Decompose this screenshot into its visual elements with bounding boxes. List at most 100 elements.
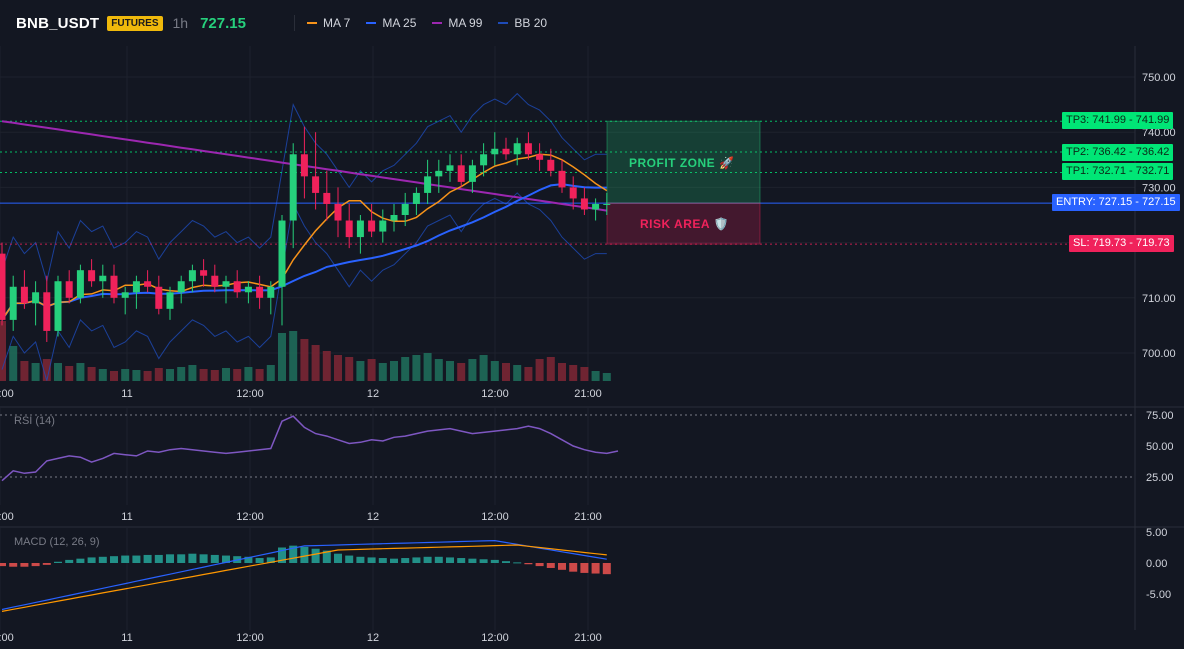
macd-histogram-bar xyxy=(289,545,298,563)
macd-histogram-bar xyxy=(143,554,152,563)
time-axis-tick: 12:00 xyxy=(236,632,264,644)
volume-bar xyxy=(132,370,141,381)
macd-histogram-bar xyxy=(591,563,600,574)
macd-histogram-bar xyxy=(65,559,74,563)
candle-body xyxy=(558,170,566,188)
macd-histogram-bar xyxy=(210,554,219,563)
candle-body xyxy=(244,286,252,293)
volume-bar xyxy=(20,361,29,381)
macd-histogram-bar xyxy=(378,558,387,563)
volume-bar xyxy=(468,359,477,381)
time-axis-tick: 12 xyxy=(367,632,379,644)
volume-bar xyxy=(322,351,331,381)
legend-ma7-label: MA 7 xyxy=(322,16,351,30)
macd-histogram-bar xyxy=(468,558,477,563)
volume-bar xyxy=(31,363,40,381)
ma25-line xyxy=(1,183,607,321)
candle-body xyxy=(424,176,432,193)
candle-body xyxy=(580,198,588,210)
macd-histogram-bar xyxy=(412,557,421,563)
macd-histogram-bar xyxy=(602,563,611,575)
price-axis-tick: 740.00 xyxy=(1142,127,1176,139)
volume-bar xyxy=(222,368,230,381)
macd-histogram-bar xyxy=(457,558,466,563)
volume-bar xyxy=(513,365,522,381)
volume-bar xyxy=(356,361,365,381)
volume-bar xyxy=(580,367,589,381)
tp3-tag: TP3: 741.99 - 741.99 xyxy=(1062,112,1174,129)
legend-bb20[interactable]: BB 20 xyxy=(498,16,547,30)
macd-histogram-bar xyxy=(42,563,51,565)
candle-body xyxy=(457,165,465,182)
volume-bar xyxy=(244,367,253,381)
macd-histogram-bar xyxy=(266,557,275,563)
time-axis-tick: 21:00 xyxy=(574,632,602,644)
volume-bar xyxy=(255,369,264,381)
candle-body xyxy=(356,220,364,238)
legend-ma99[interactable]: MA 99 xyxy=(432,16,482,30)
rsi-axis-tick: 50.00 xyxy=(1146,441,1174,453)
candle-body xyxy=(43,292,51,331)
candle-body xyxy=(54,281,62,331)
candle-body xyxy=(300,154,308,177)
rsi-line xyxy=(1,415,619,482)
indicator-legend: MA 7 MA 25 MA 99 BB 20 xyxy=(306,16,563,30)
macd-histogram-bar xyxy=(535,563,544,567)
macd-histogram-bar xyxy=(132,555,141,563)
volume-bar xyxy=(434,359,443,381)
time-axis-tick: 12 xyxy=(367,388,379,400)
tp2-tag: TP2: 736.42 - 736.42 xyxy=(1062,144,1174,161)
candle-body xyxy=(536,154,544,160)
volume-bar xyxy=(401,357,410,381)
ma7-swatch xyxy=(306,22,317,24)
macd-histogram-bar xyxy=(31,563,40,567)
volume-bar xyxy=(0,321,6,381)
volume-bar xyxy=(490,361,499,381)
rsi-axis-tick: 25.00 xyxy=(1146,472,1174,484)
macd-axis-tick: 5.00 xyxy=(1146,527,1167,539)
legend-ma7[interactable]: MA 7 xyxy=(306,16,351,30)
candle-body xyxy=(65,281,73,298)
candle-body xyxy=(76,270,84,298)
volume-bar xyxy=(143,371,152,381)
macd-axis-tick: 0.00 xyxy=(1146,558,1167,570)
volume-bar xyxy=(446,361,454,381)
legend-ma25[interactable]: MA 25 xyxy=(366,16,416,30)
volume-bar xyxy=(569,365,578,381)
interval-selector[interactable]: 1h xyxy=(172,15,189,31)
candle-body xyxy=(513,143,521,155)
price-axis-tick: 710.00 xyxy=(1142,293,1176,305)
macd-histogram-bar xyxy=(255,558,264,563)
candle-body xyxy=(379,220,387,232)
candle-body xyxy=(0,253,6,320)
macd-histogram-bar xyxy=(546,563,555,568)
ma25-swatch xyxy=(366,22,377,24)
macd-histogram-bar xyxy=(311,548,320,563)
time-axis-tick: 11 xyxy=(121,511,132,523)
macd-histogram-bar xyxy=(513,562,522,564)
candle-body xyxy=(99,275,107,282)
macd-histogram-bar xyxy=(199,554,208,563)
volume-bar xyxy=(591,371,600,381)
macd-histogram-bar xyxy=(423,556,432,563)
candle-body xyxy=(491,148,499,155)
candle-body xyxy=(345,220,353,238)
macd-histogram-bar xyxy=(278,547,286,563)
volume-bar xyxy=(535,359,544,381)
candle-body xyxy=(401,203,409,215)
macd-histogram-bar xyxy=(177,554,186,563)
time-axis-tick: 21:00 xyxy=(574,388,602,400)
risk-area xyxy=(606,202,761,245)
candle-body xyxy=(547,159,555,171)
candle-body xyxy=(233,281,241,293)
time-axis-tick: 21:00 xyxy=(574,511,602,523)
volume-bar xyxy=(76,363,85,381)
macd-histogram-bar xyxy=(401,558,410,563)
symbol-title[interactable]: BNB_USDT xyxy=(16,14,100,32)
volume-bar xyxy=(390,361,398,381)
candle-body xyxy=(155,286,163,309)
macd-histogram-bar xyxy=(446,557,454,563)
time-axis-tick: 12:00 xyxy=(481,388,509,400)
volume-bar xyxy=(87,367,96,381)
